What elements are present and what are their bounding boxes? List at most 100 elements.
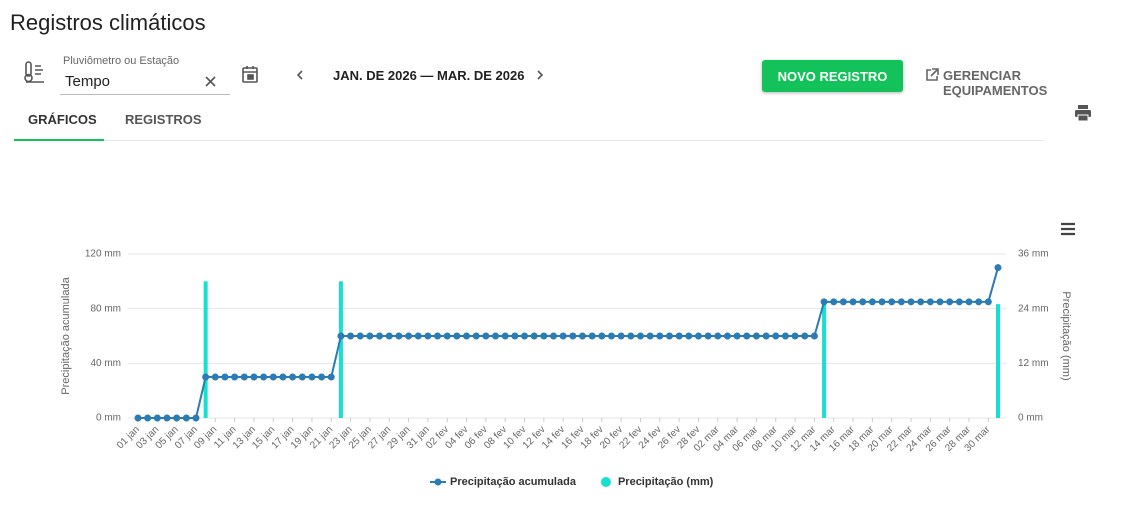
legend-symbol <box>434 478 442 486</box>
y2-tick-label: 24 mm <box>1018 303 1049 314</box>
next-button[interactable] <box>537 70 544 80</box>
new-record-button[interactable]: NOVO REGISTRO <box>762 60 903 92</box>
y2-tick-label: 12 mm <box>1018 358 1049 369</box>
point <box>424 332 432 340</box>
point <box>598 332 606 340</box>
point <box>356 332 364 340</box>
point <box>578 332 586 340</box>
point <box>134 414 142 422</box>
point <box>327 373 335 381</box>
point <box>540 332 548 340</box>
legend-label[interactable]: Precipitação acumulada <box>450 476 577 488</box>
y-tick-label: 40 mm <box>90 358 121 369</box>
point <box>492 332 500 340</box>
point <box>550 332 558 340</box>
point <box>839 298 847 306</box>
point <box>347 332 355 340</box>
calendar-button[interactable] <box>242 66 258 83</box>
legend-label[interactable]: Precipitação (mm) <box>618 476 714 488</box>
point <box>617 332 625 340</box>
point <box>820 298 828 306</box>
point <box>501 332 509 340</box>
point <box>743 332 751 340</box>
point <box>221 373 229 381</box>
print-button[interactable] <box>1075 105 1091 122</box>
point <box>849 298 857 306</box>
point <box>405 332 413 340</box>
point <box>975 298 983 306</box>
tab[interactable]: GRÁFICOS <box>28 112 97 127</box>
point <box>559 332 567 340</box>
bar <box>996 304 1000 418</box>
bar <box>338 281 343 418</box>
point <box>260 373 268 381</box>
point <box>607 332 615 340</box>
point <box>521 332 529 340</box>
point <box>269 373 277 381</box>
point <box>772 332 780 340</box>
point <box>511 332 519 340</box>
point <box>859 298 867 306</box>
point <box>153 414 161 422</box>
y-axis-title: Precipitação acumulada <box>60 276 72 394</box>
legend-symbol <box>600 477 611 487</box>
point <box>482 332 490 340</box>
tab-indicator <box>14 139 104 141</box>
point <box>917 298 925 306</box>
line <box>138 267 999 419</box>
point <box>762 332 770 340</box>
y2-tick-label: 36 mm <box>1018 249 1049 260</box>
point <box>830 298 838 306</box>
point <box>453 332 461 340</box>
point <box>366 332 374 340</box>
point <box>308 373 316 381</box>
point <box>878 298 886 306</box>
prev-button[interactable] <box>296 70 303 80</box>
external-icon <box>926 68 939 81</box>
point <box>376 332 384 340</box>
manage-link[interactable]: GERENCIAR EQUIPAMENTOS <box>943 68 1048 98</box>
bar <box>822 304 827 418</box>
point <box>192 414 200 422</box>
point <box>984 298 992 306</box>
point <box>656 332 664 340</box>
y-tick-label: 120 mm <box>85 249 121 260</box>
point <box>665 332 673 340</box>
clear-button[interactable] <box>205 76 216 87</box>
point <box>588 332 596 340</box>
point <box>694 332 702 340</box>
y-tick-label: 0 mm <box>96 413 121 424</box>
y-tick-label: 80 mm <box>90 303 121 314</box>
point <box>144 414 152 422</box>
point <box>530 332 538 340</box>
tab[interactable]: REGISTROS <box>125 112 202 127</box>
point <box>868 298 876 306</box>
point <box>627 332 635 340</box>
point <box>443 332 451 340</box>
tab-divider <box>14 140 1044 141</box>
point <box>965 298 973 306</box>
point <box>395 332 403 340</box>
point <box>211 373 219 381</box>
point <box>463 332 471 340</box>
point <box>173 414 181 422</box>
point <box>289 373 297 381</box>
point <box>163 414 171 422</box>
chart-menu[interactable] <box>1061 222 1075 236</box>
point <box>279 373 287 381</box>
point <box>888 298 896 306</box>
station-select[interactable]: Tempo <box>65 73 111 90</box>
point <box>897 298 905 306</box>
point <box>414 332 422 340</box>
point <box>704 332 712 340</box>
point <box>936 298 944 306</box>
icons <box>24 61 1091 236</box>
point <box>636 332 644 340</box>
point <box>723 332 731 340</box>
bar <box>203 281 208 418</box>
date-range[interactable]: JAN. DE 2026 — MAR. DE 2026 <box>333 68 525 83</box>
point <box>240 373 248 381</box>
station-icon <box>24 61 44 83</box>
